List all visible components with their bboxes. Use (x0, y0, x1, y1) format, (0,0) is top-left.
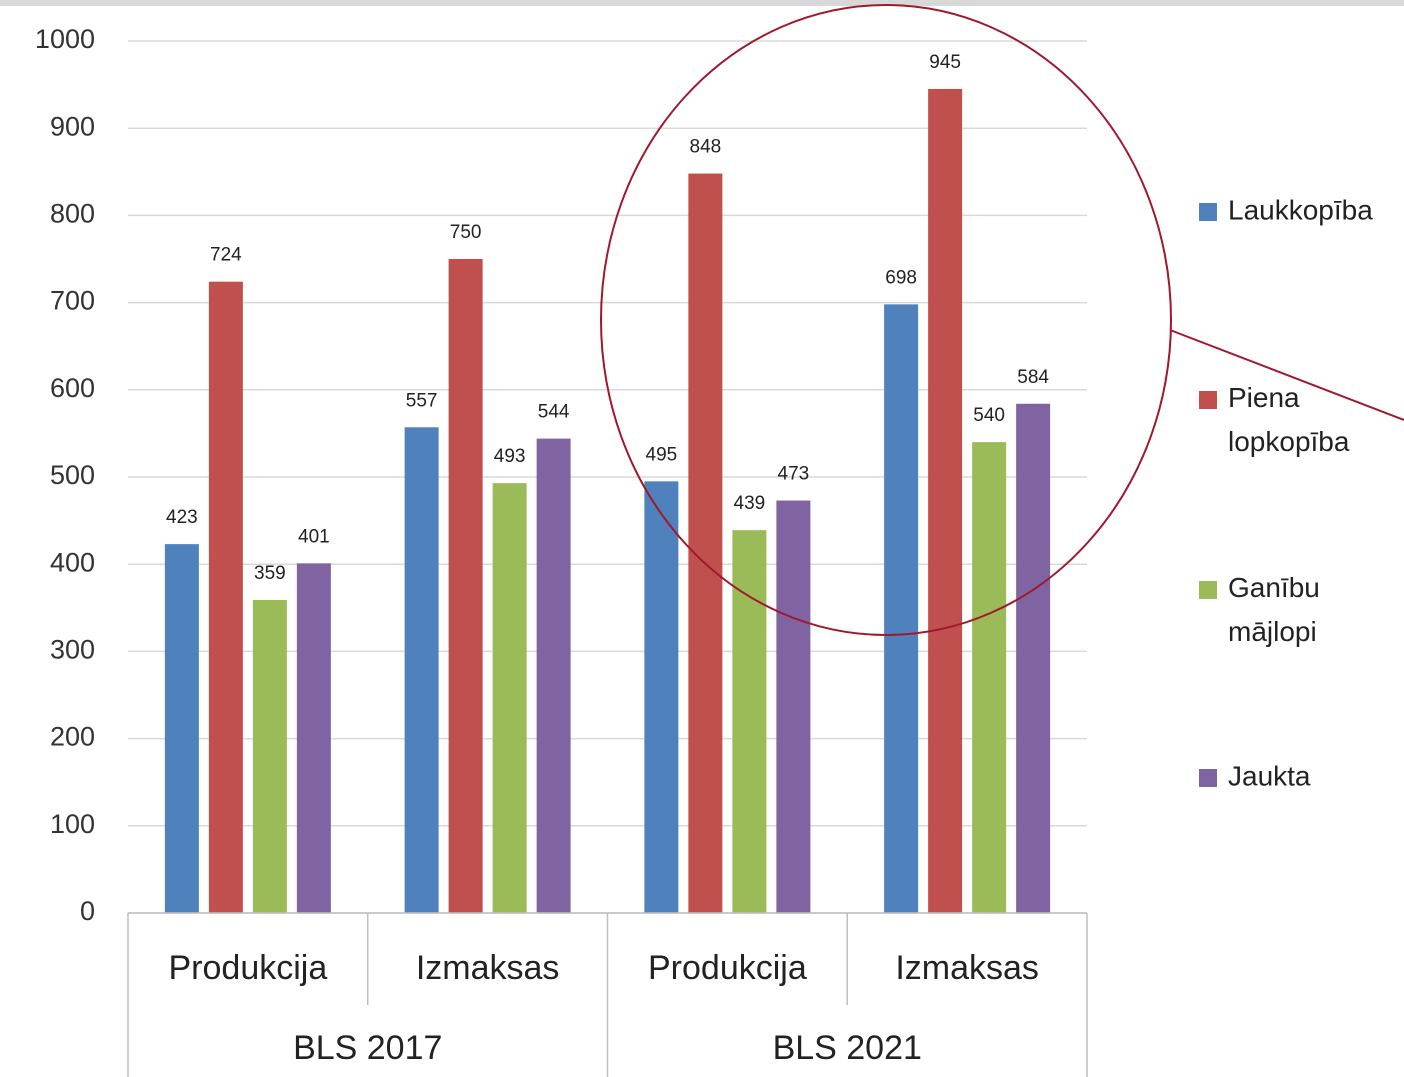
y-tick-label: 200 (50, 722, 95, 752)
x-tick-label: Produkcija (648, 949, 807, 987)
data-label: 540 (973, 405, 1005, 426)
legend-swatch (1199, 581, 1217, 599)
data-label: 359 (254, 563, 286, 584)
y-tick-label: 900 (50, 111, 95, 141)
legend-label: Jaukta (1228, 760, 1311, 791)
data-label: 698 (885, 267, 917, 288)
bar (252, 599, 287, 913)
bar (404, 427, 439, 913)
legend-label: Piena lopkopība (1228, 382, 1350, 457)
x-tick-label: Produkcija (169, 949, 328, 987)
bar (1016, 403, 1051, 913)
data-label: 584 (1017, 367, 1049, 388)
bar (296, 563, 331, 913)
bar (448, 259, 483, 913)
legend-swatch (1199, 769, 1217, 787)
bar (688, 173, 723, 913)
y-tick-label: 700 (50, 286, 95, 316)
y-tick-label: 800 (50, 199, 95, 229)
data-label: 724 (210, 245, 242, 266)
y-tick-label: 600 (50, 373, 95, 403)
bar (536, 438, 571, 913)
bar (208, 281, 243, 913)
group-label: BLS 2021 (773, 1029, 922, 1067)
highlight-circle (600, 4, 1172, 636)
y-tick-label: 0 (80, 896, 95, 926)
x-tick-label: Izmaksas (895, 949, 1039, 987)
bar (164, 544, 199, 913)
legend-label: Ganību mājlopi (1228, 572, 1320, 647)
y-tick-label: 300 (50, 635, 95, 665)
data-label: 423 (166, 507, 198, 528)
bar (732, 530, 767, 913)
data-label: 848 (690, 137, 722, 158)
group-label: BLS 2017 (293, 1029, 442, 1067)
callout-line (1169, 329, 1404, 421)
y-tick-label: 400 (50, 547, 95, 577)
data-label: 473 (778, 464, 810, 485)
top-border (0, 0, 1404, 6)
data-label: 495 (646, 444, 678, 465)
legend-swatch (1199, 203, 1217, 221)
data-label: 493 (494, 446, 526, 467)
data-label: 439 (734, 493, 766, 514)
legend-label: Laukkopība (1228, 194, 1373, 225)
bar (776, 500, 811, 913)
x-tick-label: Izmaksas (416, 949, 560, 987)
y-tick-label: 1000 (35, 24, 95, 54)
y-tick-label: 500 (50, 460, 95, 490)
y-tick-label: 100 (50, 809, 95, 839)
bar (884, 304, 919, 913)
data-label: 401 (298, 526, 330, 547)
data-label: 945 (929, 52, 961, 73)
plot: 0 100 200 300 400 500 600 700 800 900 1000 Produkci… (35, 24, 1373, 1077)
data-label: 544 (538, 402, 570, 423)
legend-swatch (1199, 391, 1217, 409)
bar (928, 88, 963, 913)
bar (644, 481, 679, 913)
bar (492, 483, 527, 913)
data-label: 557 (406, 390, 438, 411)
data-label: 750 (450, 222, 482, 243)
bar (972, 442, 1007, 913)
